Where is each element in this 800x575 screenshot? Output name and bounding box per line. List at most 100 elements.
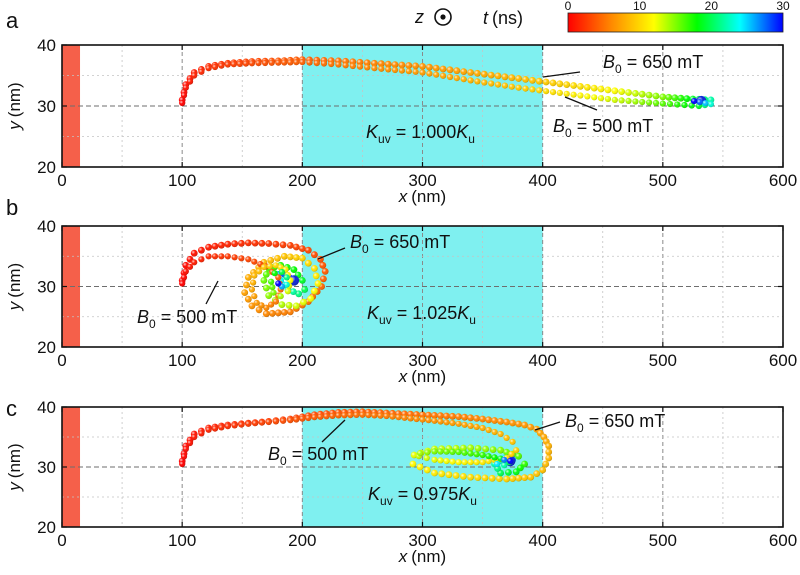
- colorbar-label-unit: (ns): [492, 8, 523, 28]
- trajectory-point-shine: [461, 421, 468, 428]
- trajectory-point-shine: [307, 295, 315, 302]
- trajectory-point-shine: [231, 240, 239, 248]
- trajectory-point-shine: [198, 430, 205, 437]
- trajectory-point-shine: [584, 93, 591, 100]
- trajectory-point-shine: [182, 84, 189, 91]
- trajectory-point-shine: [341, 412, 348, 419]
- trajectory-point-shine: [258, 419, 265, 426]
- trajectory-point-shine: [268, 278, 275, 285]
- trajectory-point-shine: [529, 86, 536, 93]
- trajectory-point-shine: [646, 99, 653, 106]
- trajectory-point-shine: [262, 59, 269, 67]
- trajectory-point-shine: [218, 424, 225, 431]
- trajectory-point-shine: [515, 452, 522, 460]
- trajectory-point-shine: [413, 411, 420, 418]
- field-annotation: B0 = 650 mT: [603, 52, 703, 76]
- field-sub: 0: [362, 242, 369, 256]
- trajectory-point-shine: [645, 91, 653, 99]
- trajectory-point-shine: [424, 449, 431, 456]
- trajectory-point-shine: [431, 448, 438, 455]
- trajectory-point-shine: [493, 460, 501, 468]
- trajectory-point-shine: [508, 83, 515, 90]
- trajectory-point-shine: [449, 448, 456, 455]
- x-axis-unit: (nm): [411, 367, 446, 386]
- trajectory-point-shine: [283, 281, 290, 288]
- colorbar-tick-label: 30: [776, 0, 790, 13]
- annotation-leader: [542, 71, 581, 78]
- anisotropy-label: Kuv = 0.975Ku: [368, 484, 477, 508]
- trajectory-point-shine: [545, 442, 553, 450]
- trajectory-point-shine: [443, 457, 450, 465]
- field-symbol: B: [565, 411, 577, 431]
- anisotropy-sub: uv: [380, 494, 393, 508]
- trajectory-point-shine: [191, 72, 198, 79]
- x-tick-label: 400: [528, 531, 556, 550]
- trajectory-point-shine: [707, 96, 715, 104]
- trajectory-point-shine: [304, 246, 312, 254]
- trajectory-point-shine: [545, 448, 553, 456]
- trajectory-point-shine: [384, 60, 392, 68]
- anisotropy-symbol: K: [368, 484, 381, 504]
- z-axis-label: z: [414, 7, 424, 27]
- trajectory-point-shine: [536, 87, 543, 94]
- trajectory-point-shine: [389, 413, 396, 420]
- trajectory-point-shine: [491, 417, 498, 424]
- trajectory-point-shine: [488, 474, 496, 482]
- trajectory-point-shine: [681, 101, 688, 109]
- trajectory-point-shine: [515, 75, 522, 82]
- trajectory-point-shine: [431, 412, 438, 419]
- trajectory-point-shine: [275, 274, 282, 281]
- anisotropy-symbol: K: [366, 122, 379, 142]
- trajectory-point-shine: [425, 411, 432, 419]
- x-tick-label: 500: [649, 171, 677, 190]
- trajectory-point-shine: [262, 271, 270, 278]
- annotation-leader: [205, 280, 219, 305]
- x-tick-label: 300: [408, 351, 436, 370]
- x-tick-label: 0: [57, 171, 66, 190]
- trajectory-point-shine: [533, 470, 541, 477]
- trajectory-point-shine: [250, 279, 257, 286]
- trajectory-point-shine: [280, 309, 288, 316]
- trajectory-point-shine: [467, 414, 474, 422]
- trajectory-point-shine: [274, 254, 281, 262]
- x-tick-label: 0: [57, 351, 66, 370]
- trajectory-point-shine: [319, 261, 327, 269]
- y-tick-label: 40: [37, 398, 56, 417]
- anisotropy-label: Kuv = 1.025Ku: [367, 303, 476, 327]
- trajectory-point-shine: [521, 474, 528, 481]
- field-value: = 500 mT: [572, 116, 654, 136]
- trajectory-point-shine: [497, 417, 504, 425]
- trajectory-point-shine: [507, 457, 514, 465]
- trajectory-point-shine: [186, 263, 194, 270]
- trajectory-point-shine: [597, 95, 605, 102]
- trajectory-point-shine: [437, 448, 444, 455]
- y-tick-label: 20: [37, 518, 56, 537]
- trajectory-point-shine: [311, 287, 318, 295]
- trajectory-point-shine: [496, 475, 503, 482]
- trajectory-point-shine: [383, 412, 390, 420]
- trajectory-point-shine: [467, 444, 474, 452]
- trajectory-point-shine: [509, 475, 516, 482]
- trajectory-point-shine: [665, 93, 673, 101]
- x-axis-var: x: [398, 367, 408, 386]
- trajectory-point-shine: [398, 61, 406, 69]
- y-axis-unit: (nm): [5, 263, 24, 298]
- trajectory-point-shine: [180, 453, 188, 460]
- trajectory-point-shine: [258, 239, 266, 247]
- trajectory-point-shine: [515, 420, 522, 428]
- trajectory-point-shine: [180, 274, 188, 281]
- trajectory-point-shine: [248, 60, 255, 67]
- trajectory-point-shine: [304, 259, 312, 267]
- x-tick-label: 300: [408, 171, 436, 190]
- trajectories: [178, 408, 553, 483]
- trajectory-point-shine: [311, 251, 318, 259]
- trajectory-point-shine: [445, 471, 453, 479]
- annotation-leader: [317, 247, 346, 260]
- trajectory-point-shine: [437, 412, 444, 420]
- trajectory-point-shine: [638, 90, 646, 98]
- trajectory-point-shine: [281, 59, 288, 66]
- trajectory-point-shine: [652, 99, 660, 107]
- trajectory-point-shine: [252, 420, 259, 427]
- trajectory-point-shine: [513, 447, 520, 454]
- y-tick-label: 40: [37, 217, 56, 236]
